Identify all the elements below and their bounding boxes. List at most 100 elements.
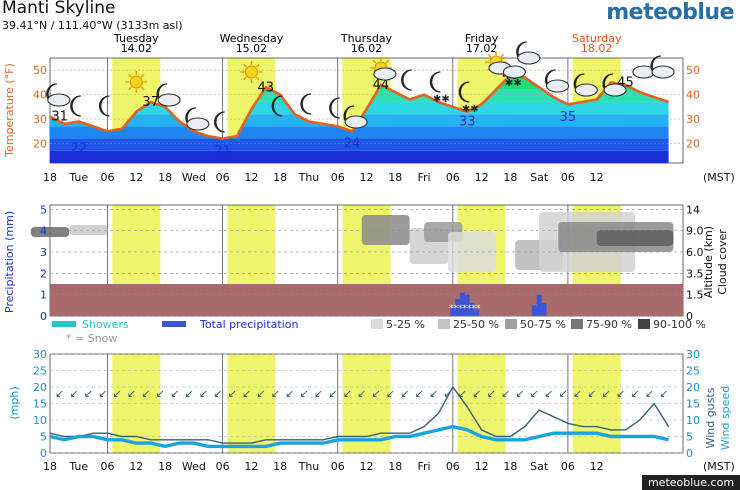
wind-direction-arrow: ↙ xyxy=(300,387,309,400)
cloud-cover-block xyxy=(30,227,70,237)
temp-tick-right: 50 xyxy=(686,64,700,77)
time-label: 12 xyxy=(129,460,143,473)
precip-bar xyxy=(464,294,470,316)
time-label: Wed xyxy=(182,171,206,184)
wind-direction-arrow: ↙ xyxy=(314,387,323,400)
time-label: 18 xyxy=(43,460,57,473)
moon-shape xyxy=(70,95,81,117)
timezone-label: (MST) xyxy=(703,171,735,184)
time-label: 12 xyxy=(360,171,374,184)
temp-axis-label: Temperature (°F) xyxy=(3,63,16,158)
cloud-shape xyxy=(574,83,598,97)
time-label: Wed xyxy=(182,460,206,473)
wind-direction-arrow: ↙ xyxy=(515,387,524,400)
moon-cloud-icon xyxy=(516,41,541,65)
temperature-panel: 20 20 30 30 40 40 50 50 Temperature (°F) 31 37 43 44… xyxy=(3,41,735,184)
altitude-tick: 6.0 xyxy=(686,246,704,259)
sun-ray xyxy=(255,76,260,81)
wind-tick-left: 0 xyxy=(40,447,47,460)
snow-flakes: ✱✱ xyxy=(462,104,479,115)
precip-legend: Showers Total precipitation * = Snow 5-25 %… xyxy=(52,318,706,345)
cloud-shape xyxy=(545,79,570,93)
wind-axis-label: (mph) xyxy=(8,386,21,419)
moon-cloud-icon xyxy=(46,83,71,107)
brand-logo[interactable]: meteoblue xyxy=(606,0,734,25)
wind-direction-arrow: ↙ xyxy=(228,387,237,400)
precip-bar xyxy=(455,298,461,316)
time-label: 18 xyxy=(273,171,287,184)
altitude-tick: 1.5 xyxy=(686,289,704,302)
snow-flakes: ✱✱ xyxy=(505,78,522,89)
cloud-shape xyxy=(651,65,675,79)
cloud-snow-icon: ✱✱ xyxy=(502,65,526,89)
sun-icon xyxy=(125,71,148,93)
precip-bar xyxy=(450,307,456,316)
wind-tick-left: 5 xyxy=(40,431,47,444)
sun-ray xyxy=(385,59,390,64)
day-name: Saturday xyxy=(572,32,622,45)
day-date: 14.02 xyxy=(121,42,153,55)
wind-direction-arrow: ↙ xyxy=(458,387,467,400)
legend-label-cloud: 90-100 % xyxy=(653,318,706,331)
wind-speed-line xyxy=(49,424,669,449)
time-label: 12 xyxy=(475,460,489,473)
sun-ray xyxy=(140,73,145,78)
footer-brand[interactable]: meteoblue.com xyxy=(642,475,740,490)
legend-label-cloud: 25-50 % xyxy=(453,318,499,331)
wind-direction-arrow: ↙ xyxy=(559,387,568,400)
temp-tick-right: 30 xyxy=(686,113,700,126)
sun-ray xyxy=(500,53,505,58)
wind-tick-left: 20 xyxy=(33,381,47,394)
cloud-cover-block xyxy=(69,225,108,235)
sun-ray xyxy=(128,86,132,91)
wind-direction-arrow: ↙ xyxy=(472,387,481,400)
moon-cloud-icon xyxy=(156,83,181,107)
temp-min-label: 24 xyxy=(344,137,361,152)
sun-disc xyxy=(129,75,143,89)
altitude-band xyxy=(50,284,683,316)
altitude-axis-label: Altitude (km) xyxy=(702,226,715,298)
time-label: 18 xyxy=(503,460,517,473)
time-label: 06 xyxy=(561,171,575,184)
wind-direction-arrow: ↙ xyxy=(530,387,539,400)
sun-ray xyxy=(372,59,377,64)
wind-direction-arrow: ↙ xyxy=(328,387,337,400)
time-label: 12 xyxy=(590,171,604,184)
sun-ray xyxy=(487,53,492,58)
time-label: Fri xyxy=(417,460,430,473)
location-coords: 39.41°N / 111.40°W (3133m asl) xyxy=(2,19,183,32)
precip-tick: 0 xyxy=(40,310,47,323)
wind-direction-arrow: ↙ xyxy=(141,387,150,400)
cloud-shape xyxy=(157,93,181,107)
legend-swatch-cloud xyxy=(371,319,383,329)
cloud-axis-label: Cloud cover xyxy=(716,229,729,295)
moon-cloud-icon xyxy=(573,73,598,97)
time-label: 12 xyxy=(129,171,143,184)
wind-direction-arrow: ↙ xyxy=(587,387,596,400)
wind-direction-arrow: ↙ xyxy=(69,387,78,400)
precip-axis-label: Precipitation (mm) xyxy=(3,211,16,313)
temp-max-label: 37 xyxy=(142,95,159,110)
time-label: 12 xyxy=(244,460,258,473)
wind-direction-arrow: ↙ xyxy=(343,387,352,400)
temp-tick-left: 50 xyxy=(33,64,47,77)
time-label: Thu xyxy=(298,171,320,184)
cloud-shape xyxy=(186,117,210,131)
moon-icon xyxy=(70,95,81,117)
moon-cloud-icon xyxy=(602,73,627,97)
time-label: 06 xyxy=(561,460,575,473)
legend-label-cloud: 5-25 % xyxy=(386,318,425,331)
wind-direction-arrow: ↙ xyxy=(659,387,668,400)
day-name: Tuesday xyxy=(113,32,159,45)
sun-cloud-icon xyxy=(369,57,397,81)
moon-cloud-icon xyxy=(343,105,368,129)
time-label: 06 xyxy=(101,460,115,473)
wind-direction-arrow: ↙ xyxy=(630,387,639,400)
legend-label-total: Total precipitation xyxy=(199,318,299,331)
wind-gust-line xyxy=(49,385,670,444)
cloud-shape xyxy=(47,93,71,107)
sun-icon xyxy=(240,61,263,83)
wind-direction-arrow: ↙ xyxy=(213,387,222,400)
precipitation-panel: 0 1 2 3 4 5 0 1.5 3.5 6.0 9.0 14 ******* Precipitatio… xyxy=(3,203,729,323)
